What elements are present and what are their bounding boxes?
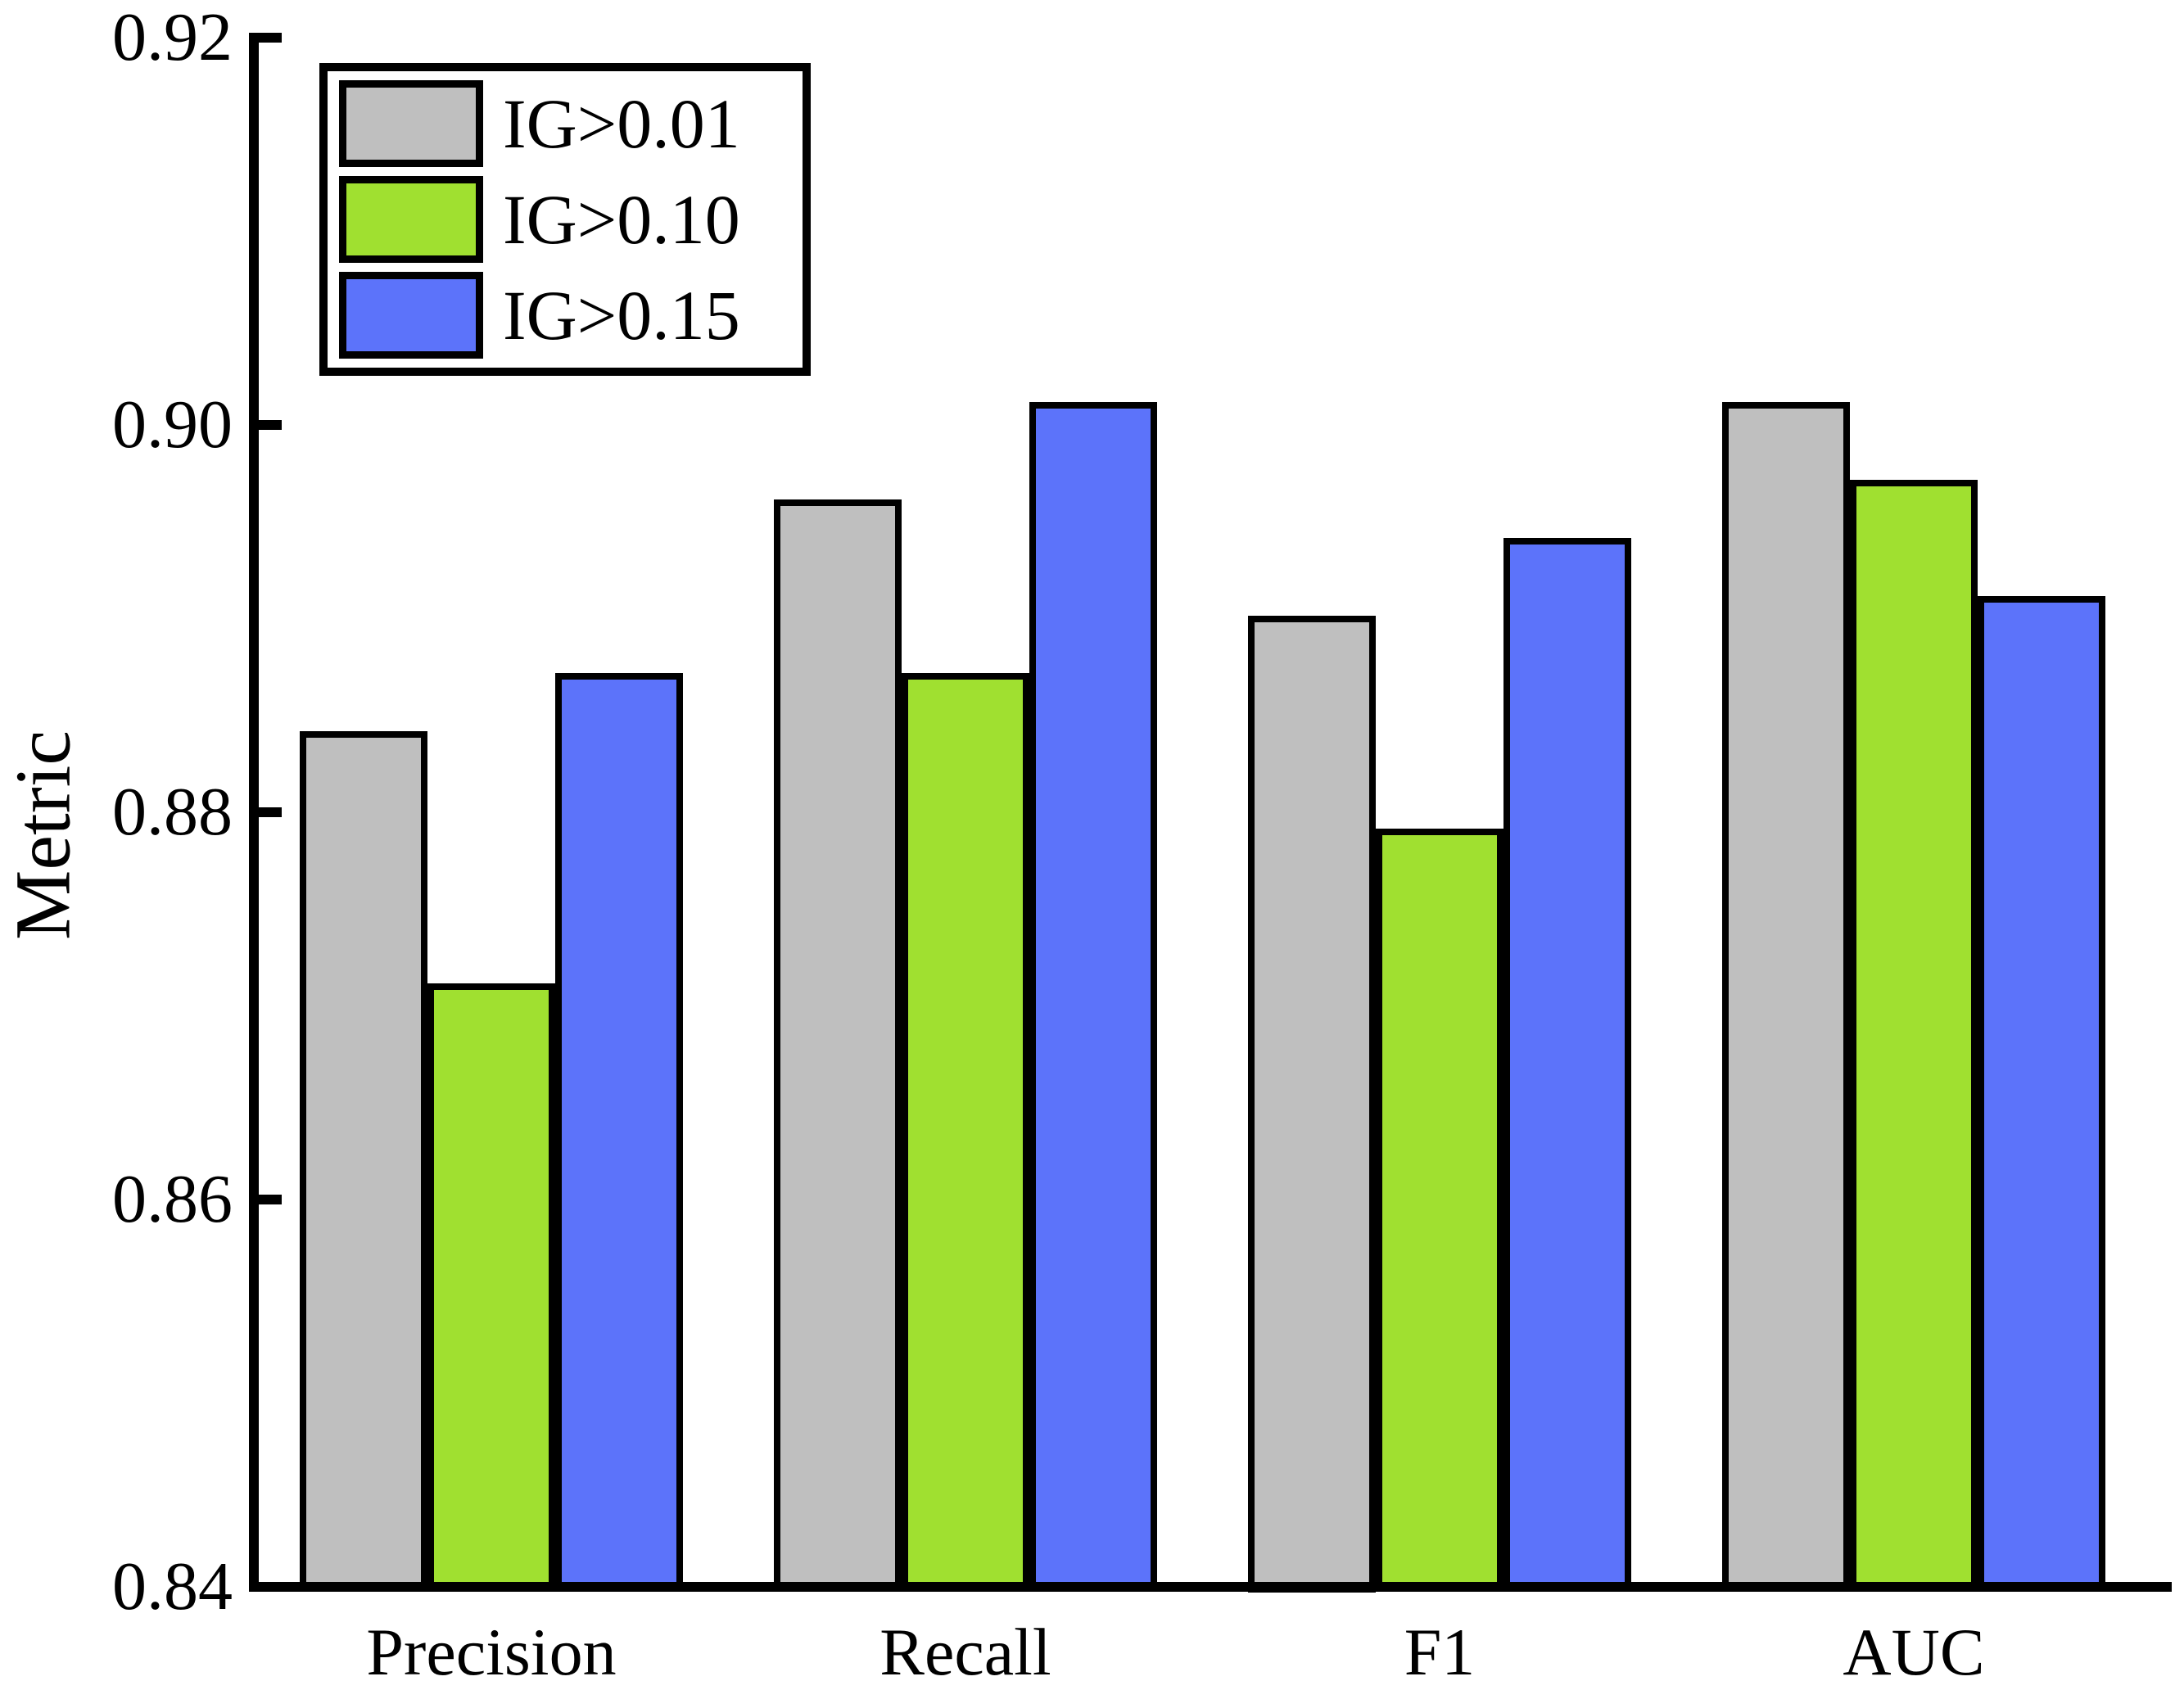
y-tick-mark (259, 1582, 282, 1592)
y-tick-label: 0.92 (112, 0, 233, 75)
x-category-label: F1 (1404, 1615, 1476, 1689)
y-tick-label: 0.88 (112, 774, 233, 850)
legend-swatch-green (339, 176, 483, 263)
bar-precision-ig>0.15 (555, 673, 683, 1592)
bar-auc-ig>0.01 (1722, 402, 1850, 1592)
bar-auc-ig>0.10 (1850, 480, 1978, 1592)
y-tick-mark (259, 420, 282, 430)
legend-row: IG>0.15 (339, 272, 803, 359)
x-category-label: Precision (366, 1615, 617, 1689)
x-category-label: AUC (1843, 1615, 1985, 1689)
y-tick-label: 0.84 (112, 1548, 233, 1624)
legend: IG>0.01 IG>0.10 IG>0.15 (319, 63, 811, 376)
bar-recall-ig>0.01 (774, 499, 902, 1592)
bar-f1-ig>0.15 (1503, 538, 1631, 1592)
legend-swatch-gray (339, 80, 483, 167)
y-tick-label: 0.86 (112, 1161, 233, 1237)
bar-precision-ig>0.01 (300, 731, 427, 1592)
bar-f1-ig>0.01 (1248, 616, 1376, 1593)
y-tick-mark (259, 33, 282, 43)
legend-label: IG>0.01 (503, 84, 740, 163)
legend-label: IG>0.10 (503, 180, 740, 259)
bar-f1-ig>0.10 (1376, 829, 1503, 1592)
legend-swatch-blue (339, 272, 483, 359)
legend-label: IG>0.15 (503, 276, 740, 355)
y-tick-label: 0.90 (112, 386, 233, 463)
bar-recall-ig>0.15 (1029, 402, 1157, 1592)
y-tick-mark (259, 1195, 282, 1204)
bar-auc-ig>0.15 (1978, 596, 2105, 1592)
y-tick-mark (259, 807, 282, 817)
x-axis-spine (249, 1582, 2172, 1592)
x-category-label: Recall (879, 1615, 1051, 1689)
legend-row: IG>0.10 (339, 176, 803, 263)
legend-row: IG>0.01 (339, 80, 803, 167)
bar-precision-ig>0.10 (427, 983, 555, 1592)
bar-recall-ig>0.10 (902, 673, 1029, 1592)
y-axis-spine (249, 33, 259, 1592)
